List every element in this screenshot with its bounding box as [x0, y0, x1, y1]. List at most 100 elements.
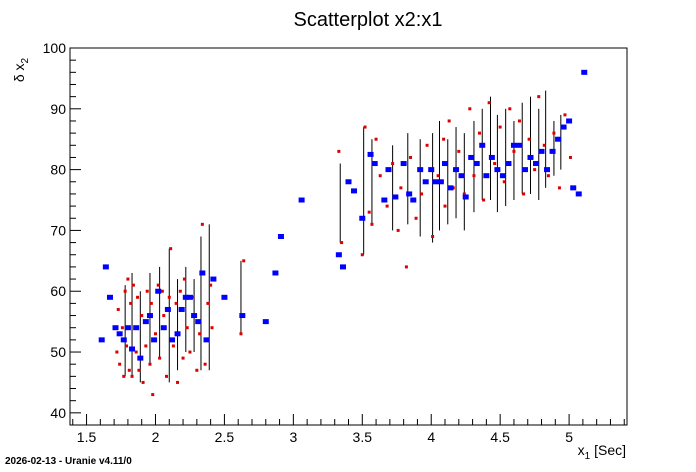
sample-point — [131, 283, 135, 287]
sample-point — [512, 149, 516, 153]
sample-point — [374, 137, 378, 141]
sample-point — [239, 332, 243, 336]
sample-point — [125, 344, 129, 348]
y-tick-label: 70 — [50, 222, 66, 238]
sample-point — [145, 289, 149, 293]
x-axis-label-sub: 1 — [585, 451, 591, 462]
mean-point — [151, 337, 158, 343]
mean-point — [494, 167, 501, 173]
sample-point — [431, 235, 435, 238]
mean-point — [203, 337, 210, 343]
sample-point — [129, 301, 133, 305]
sample-point — [563, 113, 567, 117]
x-tick-label: 5 — [565, 429, 573, 445]
sample-point — [468, 107, 472, 111]
sample-point — [144, 344, 148, 348]
plot-frame — [69, 47, 628, 426]
mean-point — [298, 197, 305, 203]
sample-point — [482, 198, 486, 202]
mean-point — [462, 194, 469, 200]
mean-point — [164, 306, 171, 312]
sample-point — [399, 186, 403, 190]
mean-point — [560, 124, 567, 130]
sample-point — [385, 204, 389, 208]
sample-point — [242, 259, 246, 263]
mean-point — [410, 197, 417, 203]
sample-point — [414, 216, 418, 220]
x-tick-label: 4 — [427, 429, 435, 445]
mean-point — [422, 179, 429, 185]
sample-point — [522, 192, 526, 196]
sample-point — [443, 204, 447, 208]
sample-point — [200, 222, 204, 226]
mean-point — [155, 288, 162, 294]
y-axis: 40 50 60 70 80 90 100 — [43, 40, 81, 426]
sample-point — [546, 174, 550, 178]
mean-point — [538, 148, 545, 154]
y-tick-label: 40 — [50, 405, 66, 421]
sample-point — [176, 380, 180, 384]
sample-point — [537, 95, 541, 99]
sample-point — [127, 368, 131, 372]
sample-point — [360, 253, 364, 257]
sample-point — [420, 192, 424, 196]
sample-point — [137, 368, 141, 372]
sample-point — [116, 307, 120, 311]
mean-point — [417, 167, 424, 173]
mean-point — [137, 355, 144, 361]
sample-point — [209, 283, 213, 287]
plot-marks — [98, 69, 588, 397]
mean-point — [335, 252, 342, 258]
mean-point — [385, 167, 392, 173]
x-axis-label-unit: [Sec] — [590, 442, 626, 458]
mean-point — [277, 234, 284, 239]
sample-point — [363, 125, 367, 129]
sample-point — [171, 344, 175, 348]
sample-point — [527, 137, 531, 141]
sample-point — [130, 374, 134, 378]
y-tick-label: 50 — [50, 344, 66, 360]
mean-point — [160, 325, 167, 331]
sample-point — [498, 125, 502, 129]
sample-point — [136, 295, 140, 299]
mean-point — [116, 331, 123, 337]
sample-point — [123, 289, 127, 293]
mean-point — [468, 154, 475, 160]
mean-point — [381, 197, 388, 203]
sample-point — [508, 107, 512, 111]
sample-point — [195, 368, 199, 372]
mean-point — [483, 173, 490, 179]
x-tick-label: 3 — [289, 429, 297, 445]
mean-point — [199, 270, 206, 276]
y-tick-label: 90 — [50, 101, 66, 117]
y-tick-label: 80 — [50, 162, 66, 178]
mean-point — [186, 294, 193, 300]
mean-point — [124, 325, 131, 331]
mean-point — [447, 185, 454, 191]
sample-point — [391, 162, 395, 166]
mean-point — [521, 167, 528, 173]
mean-point — [146, 313, 153, 319]
sample-point — [181, 356, 185, 360]
sample-point — [178, 289, 182, 293]
y-axis-label-prefix: δ x — [11, 63, 27, 82]
mean-point — [516, 142, 523, 148]
mean-point — [221, 294, 228, 300]
sample-point — [151, 393, 155, 397]
mean-point — [351, 188, 358, 194]
mean-point — [428, 167, 435, 173]
sample-point — [568, 155, 572, 159]
sample-point — [210, 326, 214, 330]
x-tick-label: 3.5 — [353, 429, 373, 445]
sample-point — [487, 101, 491, 105]
x-tick-label: 2.5 — [215, 429, 235, 445]
sample-point — [542, 143, 546, 147]
mean-point — [499, 173, 506, 179]
sample-point — [442, 137, 446, 141]
mean-point — [488, 154, 495, 160]
y-tick-label: 100 — [43, 40, 67, 56]
mean-point — [98, 337, 105, 343]
chart-title: Scatterplot x2:x1 — [294, 9, 443, 31]
mean-point — [432, 179, 439, 185]
sample-point — [167, 295, 171, 299]
